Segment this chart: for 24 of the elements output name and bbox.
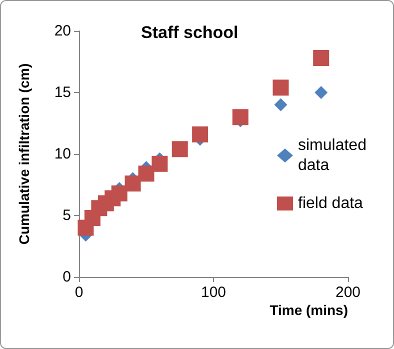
point xyxy=(152,156,168,172)
x-tick-label: 0 xyxy=(74,284,84,301)
y-tick-label: 20 xyxy=(54,22,71,40)
y-axis-title: Cumulative infiltration (cm) xyxy=(16,63,32,245)
point xyxy=(272,80,289,96)
point xyxy=(172,141,188,158)
point xyxy=(274,98,288,112)
point xyxy=(111,185,128,202)
point xyxy=(232,109,248,126)
point xyxy=(192,126,208,142)
y-tick-label: 10 xyxy=(54,146,71,162)
x-axis-title: Time (mins) xyxy=(270,302,348,318)
y-tick-label: 0 xyxy=(62,268,71,286)
legend-label: field data xyxy=(298,195,364,212)
chart-title: Staff school xyxy=(141,23,238,42)
point xyxy=(124,176,141,192)
y-tick-label: 5 xyxy=(62,207,71,224)
point xyxy=(138,166,154,182)
point xyxy=(314,86,328,99)
y-tick-label: 15 xyxy=(54,84,71,101)
point xyxy=(313,50,330,66)
legend-label: simulated data xyxy=(298,137,371,174)
x-tick-label: 200 xyxy=(335,284,361,301)
x-tick-label: 100 xyxy=(200,284,226,301)
